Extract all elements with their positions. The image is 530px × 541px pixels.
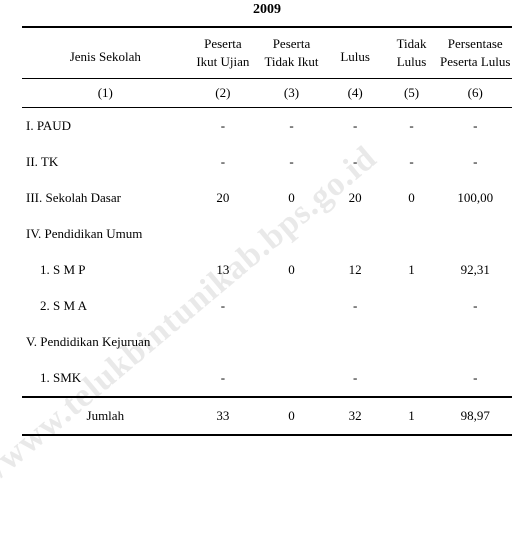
header-col3-line2: Tidak Ikut bbox=[257, 53, 326, 79]
header-col5-line2: Lulus bbox=[385, 53, 439, 79]
cell-c5: 1 bbox=[385, 252, 439, 288]
cell-c6 bbox=[438, 216, 512, 252]
table-row: I. PAUD----- bbox=[22, 108, 512, 145]
header-col2-line2: Ikut Ujian bbox=[189, 53, 258, 79]
total-c5: 1 bbox=[385, 397, 439, 435]
row-label: V. Pendidikan Kejuruan bbox=[22, 324, 189, 360]
cell-c4 bbox=[326, 324, 385, 360]
table-row: 2. S M A - - - bbox=[22, 288, 512, 324]
cell-c6 bbox=[438, 324, 512, 360]
cell-c5 bbox=[385, 288, 439, 324]
row-label-text: 2. S M A bbox=[26, 298, 87, 313]
cell-c2: - bbox=[189, 144, 258, 180]
total-label: Jumlah bbox=[22, 397, 189, 435]
table-row: II. TK----- bbox=[22, 144, 512, 180]
table-row: IV. Pendidikan Umum bbox=[22, 216, 512, 252]
cell-c5: - bbox=[385, 108, 439, 145]
cell-c4: 12 bbox=[326, 252, 385, 288]
cell-c2 bbox=[189, 324, 258, 360]
cell-c4 bbox=[326, 216, 385, 252]
cell-c6: - bbox=[438, 288, 512, 324]
cell-c6: 100,00 bbox=[438, 180, 512, 216]
page-content: 2009 Jenis Sekolah Peserta Peserta Lulus… bbox=[0, 0, 530, 436]
cell-c3: 0 bbox=[257, 180, 326, 216]
row-label-text: IV. Pendidikan Umum bbox=[26, 226, 142, 241]
table-body: I. PAUD-----II. TK-----III. Sekolah Dasa… bbox=[22, 108, 512, 436]
data-table: Jenis Sekolah Peserta Peserta Lulus Tida… bbox=[22, 26, 512, 436]
table-row: III. Sekolah Dasar200200100,00 bbox=[22, 180, 512, 216]
header-col5-line1: Tidak bbox=[385, 27, 439, 53]
cell-c2: 13 bbox=[189, 252, 258, 288]
cell-c3: - bbox=[257, 144, 326, 180]
cell-c6: - bbox=[438, 144, 512, 180]
cell-c4: - bbox=[326, 144, 385, 180]
cell-c2 bbox=[189, 216, 258, 252]
table-header: Jenis Sekolah Peserta Peserta Lulus Tida… bbox=[22, 27, 512, 108]
cell-c2: - bbox=[189, 108, 258, 145]
cell-c5 bbox=[385, 216, 439, 252]
row-label-text: 1. SMK bbox=[26, 370, 81, 385]
header-col2-line1: Peserta bbox=[189, 27, 258, 53]
table-row: V. Pendidikan Kejuruan bbox=[22, 324, 512, 360]
row-label-text: V. Pendidikan Kejuruan bbox=[26, 334, 150, 349]
total-c2: 33 bbox=[189, 397, 258, 435]
row-label-text: 1. S M P bbox=[26, 262, 86, 277]
header-col4: Lulus bbox=[326, 27, 385, 79]
header-num2: (2) bbox=[189, 79, 258, 108]
header-num6: (6) bbox=[438, 79, 512, 108]
total-c6: 98,97 bbox=[438, 397, 512, 435]
row-label: II. TK bbox=[22, 144, 189, 180]
row-label: I. PAUD bbox=[22, 108, 189, 145]
row-label-text: III. Sekolah Dasar bbox=[26, 190, 121, 205]
row-label: III. Sekolah Dasar bbox=[22, 180, 189, 216]
cell-c4: - bbox=[326, 288, 385, 324]
header-num4: (4) bbox=[326, 79, 385, 108]
cell-c4: - bbox=[326, 108, 385, 145]
header-col6-line1: Persentase bbox=[438, 27, 512, 53]
row-label: 1. S M P bbox=[22, 252, 189, 288]
row-label-text: II. TK bbox=[26, 154, 58, 169]
cell-c5: 0 bbox=[385, 180, 439, 216]
cell-c3: - bbox=[257, 108, 326, 145]
cell-c3: 0 bbox=[257, 252, 326, 288]
cell-c5: - bbox=[385, 144, 439, 180]
row-label: IV. Pendidikan Umum bbox=[22, 216, 189, 252]
cell-c2: - bbox=[189, 288, 258, 324]
header-num3: (3) bbox=[257, 79, 326, 108]
total-c3: 0 bbox=[257, 397, 326, 435]
cell-c4: 20 bbox=[326, 180, 385, 216]
cell-c2: 20 bbox=[189, 180, 258, 216]
cell-c5 bbox=[385, 324, 439, 360]
cell-c3 bbox=[257, 360, 326, 397]
total-row: Jumlah33032198,97 bbox=[22, 397, 512, 435]
header-col3-line1: Peserta bbox=[257, 27, 326, 53]
cell-c5 bbox=[385, 360, 439, 397]
cell-c3 bbox=[257, 216, 326, 252]
cell-c4: - bbox=[326, 360, 385, 397]
header-col6-line2: Peserta Lulus bbox=[438, 53, 512, 79]
cell-c6: - bbox=[438, 108, 512, 145]
cell-c3 bbox=[257, 324, 326, 360]
row-label: 2. S M A bbox=[22, 288, 189, 324]
header-num1: (1) bbox=[22, 79, 189, 108]
cell-c6: - bbox=[438, 360, 512, 397]
row-label-text: I. PAUD bbox=[26, 118, 71, 133]
row-label: 1. SMK bbox=[22, 360, 189, 397]
cell-c2: - bbox=[189, 360, 258, 397]
table-title: 2009 bbox=[22, 0, 512, 26]
cell-c6: 92,31 bbox=[438, 252, 512, 288]
header-col1: Jenis Sekolah bbox=[22, 27, 189, 79]
header-num5: (5) bbox=[385, 79, 439, 108]
table-row: 1. SMK - - - bbox=[22, 360, 512, 397]
total-c4: 32 bbox=[326, 397, 385, 435]
table-row: 1. S M P 13012192,31 bbox=[22, 252, 512, 288]
cell-c3 bbox=[257, 288, 326, 324]
